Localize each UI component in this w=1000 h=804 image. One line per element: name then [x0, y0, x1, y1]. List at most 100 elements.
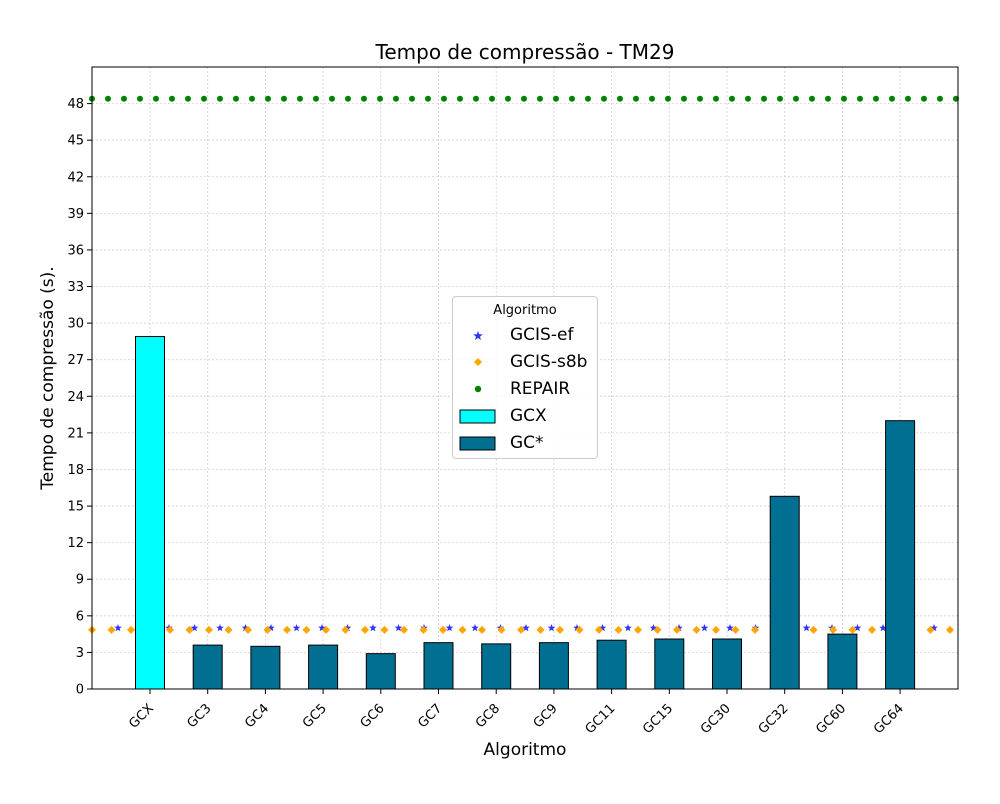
repair-marker: [665, 95, 671, 102]
gcis-s8b-marker: [946, 625, 954, 634]
gcis-s8b-marker: [419, 625, 428, 634]
x-tick-label: GC15: [640, 701, 676, 737]
gcis-s8b-marker: [185, 625, 194, 634]
bar-gc6: [365, 653, 396, 690]
repair-marker: [457, 95, 463, 102]
repair-marker: [313, 95, 319, 102]
gcis-ef-marker: [649, 624, 658, 632]
x-tick-label: GC5: [300, 701, 330, 731]
y-tick-label: 24: [67, 390, 84, 405]
gcis-ef-marker: [241, 624, 250, 632]
x-tick-label: GC7: [415, 701, 445, 731]
gcis-s8b-marker: [653, 625, 662, 634]
gcis-ef-marker: [445, 624, 454, 632]
gcis-s8b-marker: [302, 625, 311, 634]
gcis-ef-marker: [394, 624, 403, 632]
repair-marker: [601, 95, 607, 102]
gcis-ef-marker: [318, 624, 326, 632]
bar-gc15: [654, 638, 685, 690]
gcis-s8b-marker: [517, 625, 525, 634]
y-tick-label: 15: [67, 500, 84, 515]
repair-marker: [169, 95, 175, 102]
gcis-s8b-marker: [556, 625, 564, 634]
gcis-ef-marker: [598, 624, 607, 632]
gcis-s8b-marker: [673, 625, 681, 634]
gcis-ef-marker: [216, 624, 224, 632]
y-tick-label: 33: [67, 280, 84, 295]
repair-marker: [201, 95, 207, 102]
legend-label: GCX: [510, 406, 547, 426]
gcis-s8b-marker: [458, 625, 467, 634]
x-tick-label: GC64: [871, 701, 907, 737]
gcis-s8b-marker: [595, 625, 603, 634]
gcis-s8b-marker: [848, 625, 857, 634]
gcis-ef-marker: [930, 624, 938, 632]
x-tick-label: GC4: [242, 701, 272, 731]
gcis-s8b-marker: [829, 625, 837, 634]
gcis-ef-marker: [267, 624, 275, 632]
gcis-ef-marker: [547, 624, 556, 632]
repair-marker: [489, 95, 495, 102]
x-tick-label: GC3: [185, 701, 215, 731]
y-tick-label: 21: [67, 426, 84, 441]
gcis-s8b-marker: [400, 625, 408, 634]
gcis-s8b-marker: [127, 625, 135, 634]
repair-marker: [521, 95, 527, 102]
gcis-s8b-marker: [361, 625, 369, 634]
gcis-s8b-marker: [166, 625, 174, 634]
gcis-s8b-marker: [380, 625, 389, 634]
repair-marker: [505, 95, 511, 102]
gcis-s8b-marker: [712, 625, 720, 634]
legend-entry-gcis-ef: GCIS-ef: [459, 324, 597, 346]
gcis-s8b-marker: [263, 625, 272, 634]
repair-marker: [537, 95, 543, 102]
repair-marker: [329, 95, 335, 102]
repair-marker: [809, 95, 815, 102]
bar-gc64: [885, 420, 916, 690]
x-tick-label: GCX: [126, 701, 157, 732]
repair-marker: [217, 95, 223, 102]
gcis-s8b-marker: [575, 625, 584, 634]
bar-gc9: [538, 642, 569, 690]
repair-marker: [649, 95, 655, 102]
gcis-ef-marker: [573, 624, 581, 632]
x-tick-label: GC8: [473, 701, 503, 731]
repair-marker: [121, 95, 127, 102]
x-tick-label: GC11: [583, 701, 619, 737]
repair-marker: [745, 95, 751, 102]
repair-marker: [937, 95, 943, 102]
legend-label: REPAIR: [510, 379, 571, 399]
diamond-marker-icon: [474, 358, 482, 366]
repair-marker: [729, 95, 735, 102]
legend-label: GCIS-s8b: [510, 352, 588, 372]
gcis-s8b-marker: [634, 625, 642, 634]
gcis-s8b-marker: [751, 625, 759, 634]
repair-marker: [761, 95, 767, 102]
repair-marker: [841, 95, 847, 102]
bar-gc3: [192, 644, 223, 690]
bar-gc60: [827, 633, 858, 690]
legend-entry-gcx: GCX: [459, 405, 597, 427]
repair-marker: [777, 95, 783, 102]
gcis-s8b-marker: [224, 625, 233, 634]
bar-gc11: [596, 639, 627, 690]
bar-gcx: [135, 336, 165, 690]
repair-marker: [105, 95, 111, 102]
bar-gc4: [250, 645, 281, 690]
gcis-ef-marker: [802, 624, 811, 632]
legend-entry-gc-star: GC*: [459, 432, 597, 454]
repair-marker: [137, 95, 143, 102]
gcis-ef-marker: [879, 624, 887, 632]
marker-layer: [88, 95, 959, 634]
gcis-ef-marker: [292, 624, 301, 632]
y-tick-label: 3: [76, 646, 84, 661]
gcis-ef-marker: [726, 624, 734, 632]
repair-marker: [617, 95, 623, 102]
repair-marker: [377, 95, 383, 102]
gcis-ef-marker: [369, 624, 377, 632]
x-tick-label: GC9: [531, 701, 561, 731]
x-tick-label: GC30: [698, 701, 734, 737]
star-marker-icon: [473, 331, 483, 340]
